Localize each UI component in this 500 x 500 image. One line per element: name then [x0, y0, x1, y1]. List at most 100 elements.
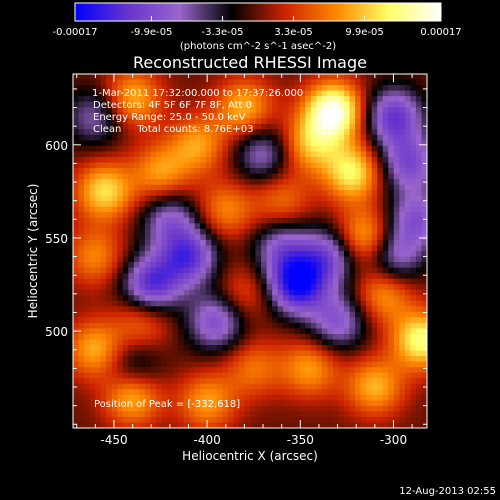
heatmap-cell [360, 262, 367, 268]
heatmap-cell [338, 195, 345, 202]
heatmap-cell [111, 118, 118, 125]
heatmap-cell [128, 295, 135, 302]
heatmap-cell [316, 123, 323, 130]
heatmap-cell [399, 212, 406, 219]
heatmap-cell [283, 306, 290, 313]
heatmap-cell [332, 405, 339, 412]
heatmap-cell [95, 317, 102, 324]
heatmap-cell [194, 394, 201, 401]
heatmap-cell [255, 400, 262, 407]
heatmap-cell [349, 383, 356, 390]
heatmap-cell [73, 195, 79, 202]
heatmap-cell [360, 322, 367, 329]
heatmap-cell [150, 112, 157, 119]
heatmap-cell [272, 411, 279, 418]
heatmap-cell [222, 223, 229, 230]
heatmap-cell [167, 206, 173, 213]
heatmap-cell [371, 162, 378, 169]
heatmap-cell [360, 278, 367, 285]
heatmap-cell [261, 367, 267, 374]
heatmap-cell [89, 184, 96, 191]
heatmap-cell [349, 356, 356, 363]
heatmap-cell [189, 123, 196, 130]
heatmap-cell [404, 300, 411, 307]
heatmap-cell [299, 295, 306, 302]
heatmap-cell [244, 173, 251, 180]
heatmap-cell [161, 107, 168, 114]
heatmap-cell [310, 234, 317, 241]
heatmap-cell [332, 389, 339, 396]
heatmap-cell [84, 273, 90, 280]
heatmap-cell [272, 251, 279, 257]
heatmap-cell [299, 245, 306, 252]
heatmap-cell [144, 156, 151, 163]
heatmap-cell [189, 234, 196, 241]
heatmap-cell [73, 201, 79, 208]
heatmap-cell [321, 350, 328, 357]
heatmap-cell [139, 345, 146, 351]
heatmap-cell [415, 118, 422, 125]
heatmap-cell [410, 273, 417, 280]
heatmap-cell [244, 411, 251, 418]
heatmap-cell [111, 228, 118, 235]
heatmap-cell [122, 394, 129, 401]
heatmap-cell [377, 201, 384, 208]
heatmap-cell [139, 322, 146, 329]
heatmap-cell [421, 356, 427, 363]
heatmap-cell [106, 389, 113, 396]
heatmap-cell [78, 118, 85, 125]
heatmap-cell [200, 350, 207, 357]
heatmap-cell [122, 217, 129, 224]
heatmap-cell [305, 289, 312, 296]
heatmap-cell [238, 416, 245, 423]
heatmap-cell [95, 129, 102, 136]
heatmap-cell [194, 195, 201, 202]
heatmap-cell [261, 400, 267, 407]
heatmap-cell [360, 85, 367, 91]
heatmap-cell [189, 267, 196, 274]
heatmap-cell [355, 262, 362, 268]
heatmap-cell [283, 129, 290, 136]
heatmap-cell [84, 190, 90, 197]
heatmap-cell [155, 295, 162, 302]
heatmap-cell [310, 206, 317, 213]
heatmap-cell [78, 239, 85, 246]
heatmap-cell [250, 394, 256, 401]
heatmap-cell [205, 372, 212, 379]
heatmap-cell [250, 173, 256, 180]
heatmap-cell [84, 267, 90, 274]
heatmap-cell [238, 118, 245, 125]
heatmap-cell [194, 145, 201, 152]
heatmap-cell [222, 251, 229, 257]
heatmap-cell [255, 74, 262, 80]
heatmap-cell [321, 389, 328, 396]
heatmap-cell [78, 74, 85, 80]
heatmap-cell [371, 129, 378, 136]
heatmap-cell [216, 228, 223, 235]
heatmap-cell [216, 333, 223, 340]
heatmap-cell [360, 234, 367, 241]
heatmap-cell [421, 151, 427, 158]
heatmap-cell [194, 317, 201, 324]
heatmap-cell [200, 284, 207, 291]
heatmap-cell [155, 118, 162, 125]
heatmap-cell [238, 96, 245, 103]
heatmap-cell [205, 411, 212, 418]
heatmap-cell [161, 350, 168, 357]
heatmap-cell [344, 383, 350, 390]
heatmap-cell [211, 328, 218, 335]
heatmap-cell [111, 284, 118, 291]
heatmap-cell [261, 328, 267, 335]
heatmap-cell [421, 273, 427, 280]
heatmap-cell [238, 367, 245, 374]
heatmap-cell [238, 339, 245, 346]
heatmap-cell [415, 256, 422, 263]
heatmap-cell [161, 300, 168, 307]
heatmap-cell [194, 267, 201, 274]
heatmap-cell [299, 372, 306, 379]
heatmap-cell [155, 394, 162, 401]
heatmap-cell [200, 173, 207, 180]
heatmap-cell [255, 372, 262, 379]
heatmap-cell [316, 300, 323, 307]
heatmap-cell [344, 195, 350, 202]
